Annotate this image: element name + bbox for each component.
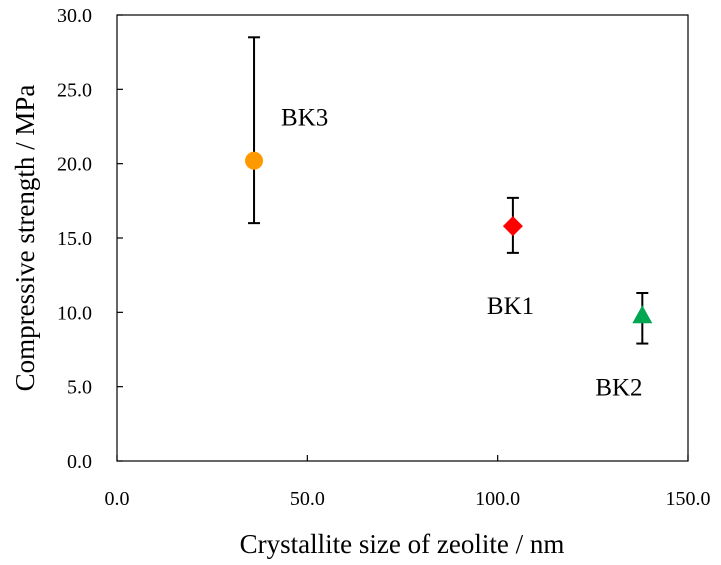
- point-label-bk3: BK3: [281, 105, 328, 132]
- x-axis: 0.0 50.0 100.0 150.0: [105, 455, 711, 510]
- y-tick-label: 25.0: [57, 79, 92, 101]
- point-bk3: [245, 151, 264, 170]
- point-bk2: [632, 305, 653, 324]
- y-tick-label: 5.0: [67, 377, 92, 399]
- y-tick-label: 10.0: [57, 302, 92, 324]
- y-tick-label: 20.0: [57, 154, 92, 176]
- point-label-bk2: BK2: [595, 374, 642, 401]
- x-tick-label: 100.0: [475, 488, 520, 510]
- y-axis: 0.0 5.0 10.0 15.0 20.0 25.0 30.0: [57, 5, 123, 473]
- x-tick-label: 50.0: [290, 488, 325, 510]
- point-bk1: [502, 216, 523, 237]
- x-tick-label: 0.0: [105, 488, 130, 510]
- data-series: BK3 BK1 BK2: [245, 36, 653, 401]
- y-tick-label: 30.0: [57, 5, 92, 27]
- point-label-bk1: BK1: [487, 293, 534, 320]
- y-tick-label: 15.0: [57, 228, 92, 250]
- y-axis-title: Compressive strength / MPa: [10, 85, 40, 392]
- y-tick-label: 0.0: [67, 451, 92, 473]
- x-tick-label: 150.0: [666, 488, 711, 510]
- x-axis-title: Crystallite size of zeolite / nm: [240, 529, 565, 559]
